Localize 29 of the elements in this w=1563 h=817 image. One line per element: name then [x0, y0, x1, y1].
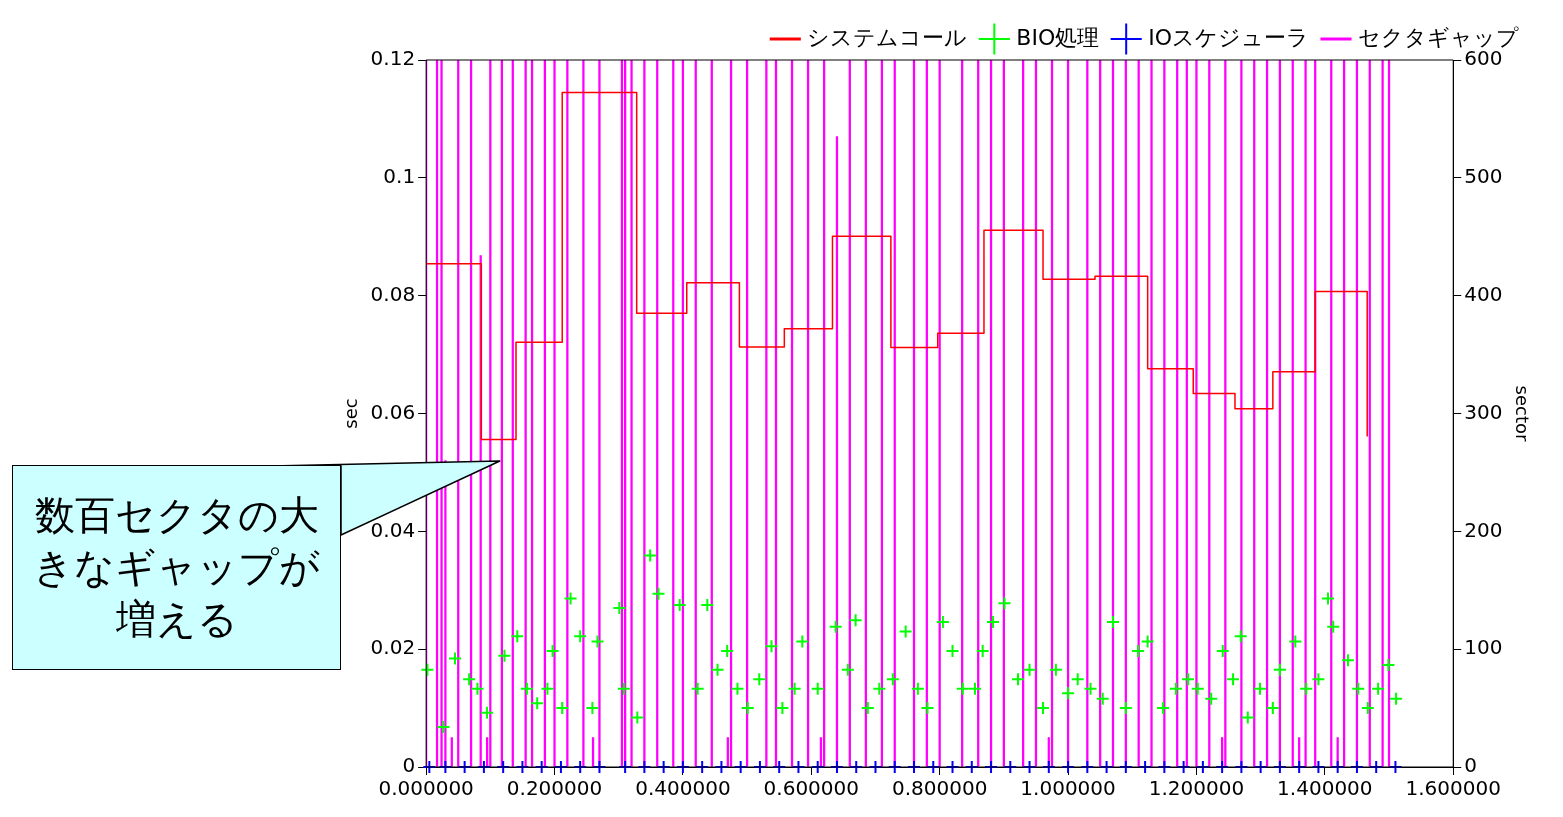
- callout-box: 数百セクタの大きなギャップが増える: [12, 464, 342, 670]
- x-tick-label: 0.200000: [506, 776, 603, 801]
- legend-label: BIO処理: [1016, 24, 1100, 50]
- y-tick-label: 0: [402, 753, 416, 778]
- y-tick-label: 0.1: [383, 164, 416, 189]
- x-tick-label: 1.000000: [1020, 776, 1116, 801]
- y-tick-label: 0.02: [370, 635, 416, 660]
- y2-tick-label: 100: [1464, 635, 1503, 660]
- x-tick-label: 1.200000: [1148, 776, 1245, 801]
- x-tick-label: 0.400000: [635, 776, 731, 801]
- y2-tick-label: 200: [1464, 517, 1503, 542]
- legend-label: システムコール: [807, 24, 968, 50]
- x-tick-label: 0.600000: [763, 776, 860, 801]
- x-tick-label: 1.400000: [1277, 776, 1373, 801]
- x-tick-label: 0.000000: [378, 776, 474, 801]
- y2-tick-label: 500: [1464, 164, 1503, 189]
- y2-tick-label: 400: [1464, 281, 1503, 306]
- y-axis-title: sec: [340, 398, 362, 429]
- y-tick-label: 0.08: [370, 281, 416, 306]
- legend-label: IOスケジューラ: [1148, 24, 1310, 50]
- x-tick-label: 0.800000: [891, 776, 988, 801]
- annotation: 数百セクタの大きなギャップが増える: [32, 491, 322, 645]
- y-tick-label: 0.06: [370, 399, 416, 424]
- legend-label: セクタギャップ: [1358, 24, 1519, 50]
- y2-axis-title: sector: [1511, 385, 1533, 442]
- y2-tick-label: 300: [1464, 399, 1503, 424]
- y2-tick-label: 0: [1464, 753, 1477, 778]
- x-tick-label: 1.600000: [1405, 776, 1501, 801]
- y-tick-label: 0.12: [370, 46, 416, 71]
